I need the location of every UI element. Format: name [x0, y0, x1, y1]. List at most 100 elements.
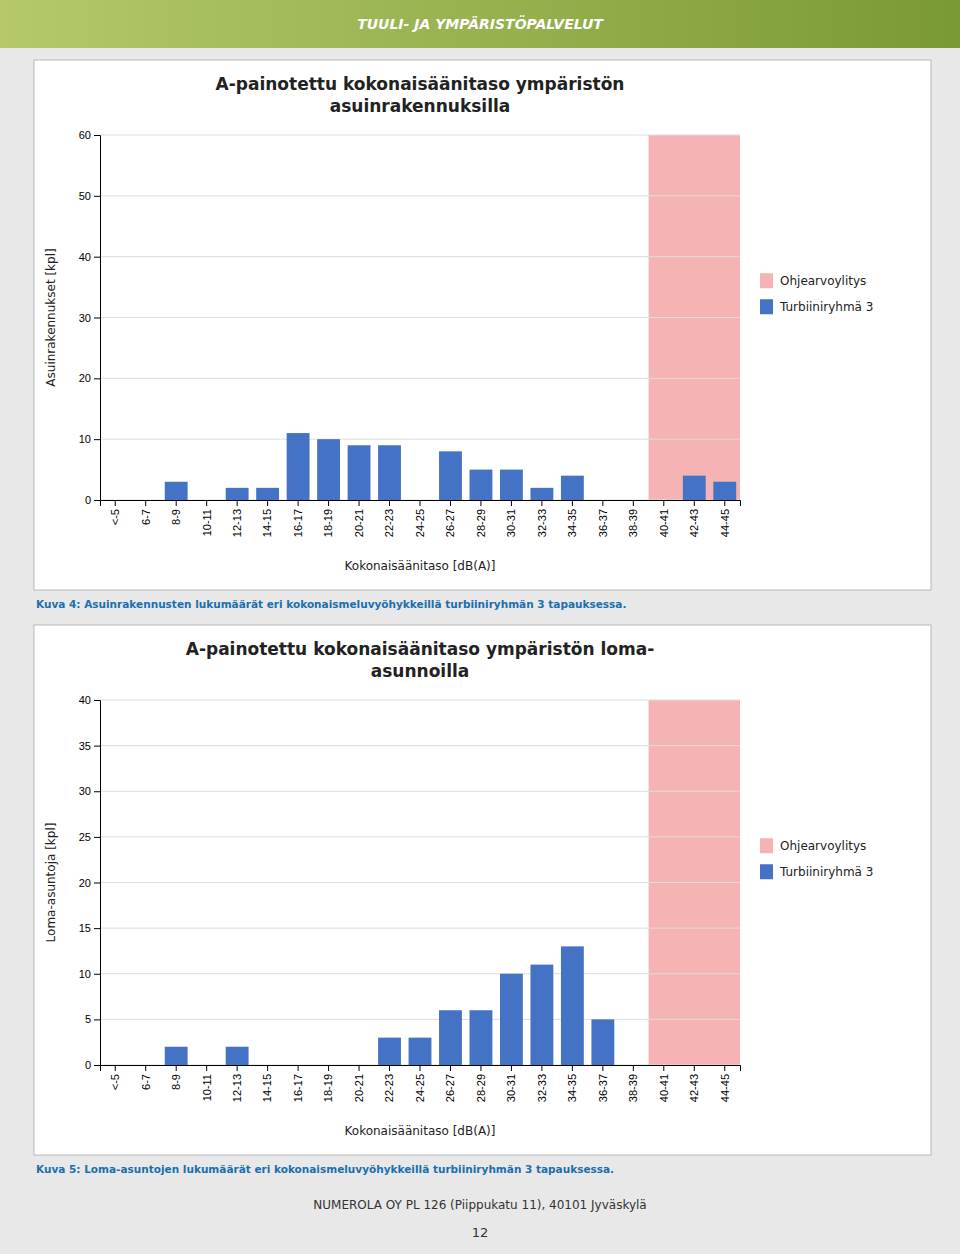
bar — [378, 1038, 401, 1065]
chart-title: A-painotettu kokonaisäänitaso ympäristön — [216, 74, 625, 94]
y-tick: 25 — [79, 831, 100, 843]
x-tick-mark — [206, 500, 207, 506]
x-tick: 20-21 — [353, 500, 365, 537]
header-text: TUULI- JA YMPÄRISTÖPALVELUT — [357, 15, 604, 32]
x-tick: 26-27 — [444, 500, 456, 537]
x-tick-mark — [724, 500, 725, 506]
caption: Kuva 5: Loma-asuntojen lukumäärät eri ko… — [36, 1163, 614, 1175]
x-tick: 28-29 — [475, 500, 487, 537]
bar — [500, 470, 523, 500]
x-tick: 18-19 — [322, 1065, 334, 1102]
x-axis-line — [101, 1066, 741, 1072]
grid-line — [100, 1019, 740, 1020]
bar — [652, 500, 675, 501]
x-tick-label: 18-19 — [322, 509, 334, 537]
legend-label: Ohjearvoylitys — [780, 839, 866, 853]
grid-line — [100, 791, 740, 792]
x-tick-mark — [663, 500, 664, 506]
x-tick-mark — [450, 1065, 451, 1071]
x-tick: 30-31 — [505, 1065, 517, 1102]
x-tick-label: 16-17 — [292, 509, 304, 537]
x-tick-label: 36-37 — [597, 509, 609, 537]
bar — [470, 1010, 493, 1065]
x-tick-label: 16-17 — [292, 1074, 304, 1102]
x-tick-mark — [298, 500, 299, 506]
bar — [470, 470, 493, 500]
y-tick-label: 20 — [79, 877, 91, 889]
y-tick-label: 30 — [79, 785, 91, 797]
chart-title: asunnoilla — [371, 661, 470, 681]
x-tick: 40-41 — [658, 1065, 670, 1102]
x-tick: 36-37 — [597, 500, 609, 537]
x-tick-label: 12-13 — [231, 509, 243, 537]
x-tick-mark — [206, 1065, 207, 1071]
x-tick-label: 10-11 — [201, 1074, 213, 1101]
x-tick-label: 30-31 — [505, 509, 517, 537]
x-axis: <-56-78-910-1112-1314-1516-1718-1920-212… — [101, 1065, 741, 1102]
legend-label: Turbiiniryhmä 3 — [779, 865, 873, 879]
x-tick-mark — [328, 1065, 329, 1071]
grid-line — [100, 378, 740, 379]
x-tick-label: 40-41 — [658, 1074, 670, 1102]
bar — [256, 1065, 279, 1066]
y-tick-label: 0 — [85, 494, 91, 506]
y-tick: 10 — [79, 968, 100, 980]
page-number: 12 — [472, 1225, 489, 1240]
x-tick-label: 38-39 — [627, 1074, 639, 1102]
x-tick: 44-45 — [719, 1065, 731, 1102]
bar — [591, 500, 614, 501]
y-tick-mark — [94, 1065, 100, 1066]
bar — [409, 1038, 432, 1065]
y-tick-mark — [94, 928, 100, 929]
x-tick-mark — [511, 500, 512, 506]
x-tick: 36-37 — [597, 1065, 609, 1102]
x-tick: <-5 — [109, 500, 121, 525]
x-tick-mark — [145, 1065, 146, 1071]
x-tick-mark — [176, 500, 177, 506]
x-tick-label: 30-31 — [505, 1074, 517, 1102]
bar — [622, 1065, 645, 1066]
x-axis-title: Kokonaisäänitaso [dB(A)] — [345, 559, 496, 573]
x-tick-mark — [420, 1065, 421, 1071]
y-tick-label: 15 — [79, 922, 91, 934]
y-tick-mark — [94, 837, 100, 838]
x-tick-mark — [237, 500, 238, 506]
bar — [195, 1065, 218, 1066]
x-tick-label: 42-43 — [688, 509, 700, 537]
caption: Kuva 4: Asuinrakennusten lukumäärät eri … — [36, 598, 626, 610]
y-tick-label: 10 — [79, 433, 91, 445]
x-tick-mark — [633, 1065, 634, 1071]
x-tick: 18-19 — [322, 500, 334, 537]
bar — [439, 451, 462, 500]
x-tick: 40-41 — [658, 500, 670, 537]
bar — [561, 476, 584, 500]
x-tick-mark — [176, 1065, 177, 1071]
y-tick-mark — [94, 196, 100, 197]
bar — [287, 433, 310, 500]
x-tick: 44-45 — [719, 500, 731, 537]
y-tick: 15 — [79, 922, 100, 934]
bar — [134, 500, 157, 501]
y-tick-label: 60 — [79, 129, 91, 141]
y-tick: 40 — [79, 694, 100, 706]
x-tick: 12-13 — [231, 1065, 243, 1102]
y-tick: 30 — [79, 312, 100, 324]
bar — [195, 500, 218, 501]
y-tick-label: 35 — [79, 740, 91, 752]
x-axis-line — [101, 501, 741, 507]
y-tick-label: 30 — [79, 312, 91, 324]
legend-swatch — [760, 838, 773, 853]
chart-panel: A-painotettu kokonaisäänitaso ympäristön… — [34, 60, 931, 590]
y-axis-line — [94, 701, 101, 1066]
x-tick-label: 18-19 — [322, 1074, 334, 1102]
x-tick: 20-21 — [353, 1065, 365, 1102]
chart-panel: A-painotettu kokonaisäänitaso ympäristön… — [34, 625, 931, 1155]
x-tick: 32-33 — [536, 1065, 548, 1102]
x-tick-label: 6-7 — [140, 1074, 152, 1090]
y-tick: 50 — [79, 190, 100, 202]
x-tick: 24-25 — [414, 1065, 426, 1102]
x-tick-mark — [328, 500, 329, 506]
x-tick-mark — [267, 500, 268, 506]
bars — [165, 946, 615, 1065]
x-tick-label: 44-45 — [719, 1074, 731, 1102]
